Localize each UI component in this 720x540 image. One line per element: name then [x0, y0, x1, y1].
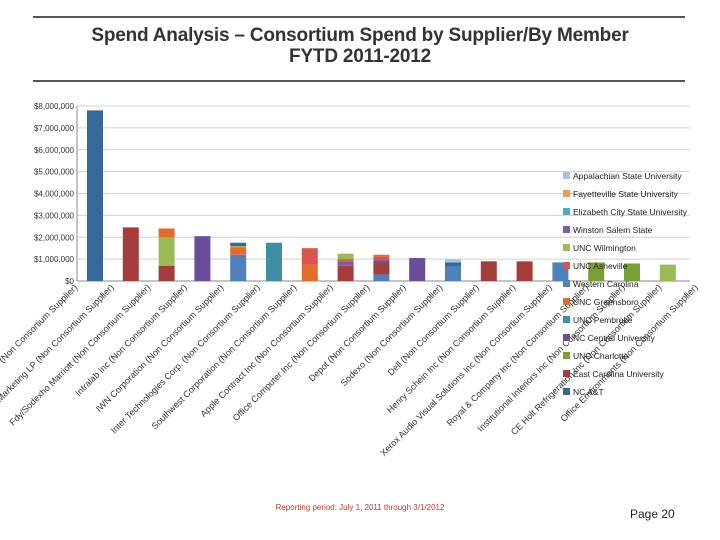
bar-segment — [445, 259, 461, 263]
bar-segment — [194, 236, 211, 281]
page-title: Spend Analysis – Consortium Spend by Sup… — [91, 25, 629, 46]
legend-label: NC Central University — [573, 333, 655, 343]
y-tick-label: $4,000,000 — [34, 190, 75, 199]
legend-label: East Carolina University — [573, 369, 664, 379]
legend-label: NC A&T — [573, 387, 604, 397]
bar-segment — [337, 253, 354, 260]
legend-swatch — [563, 262, 570, 269]
legend-swatch — [563, 316, 570, 323]
y-tick-label: $8,000,000 — [34, 102, 75, 111]
bar-segment — [373, 256, 390, 261]
legend-swatch — [563, 226, 570, 233]
x-category-label: Office Computer Inc (Non Consortium Supp… — [231, 282, 372, 423]
legend-swatch — [563, 370, 570, 377]
bar-segment — [337, 265, 354, 281]
bar-segment — [373, 263, 390, 275]
bar-segment — [158, 265, 175, 281]
legend-swatch — [563, 172, 570, 179]
bar-segment — [230, 254, 247, 281]
legend-swatch — [563, 190, 570, 197]
y-tick-label: $2,000,000 — [34, 233, 75, 242]
page-number: Page 20 — [630, 507, 675, 521]
reporting-period: Reporting period: July 1, 2011 through 3… — [275, 503, 445, 512]
bar-segment — [301, 248, 318, 265]
bar-segment — [516, 261, 533, 281]
title-rule — [33, 80, 685, 82]
bar-segment — [373, 260, 390, 264]
top-rule — [33, 16, 685, 18]
legend-swatch — [563, 208, 570, 215]
page-subtitle: FYTD 2011-2012 — [289, 46, 431, 67]
legend-swatch — [563, 352, 570, 359]
legend-label: UNC Greensboro — [573, 297, 639, 307]
legend-label: UNC Wilmington — [573, 243, 636, 253]
bar-segment — [373, 274, 390, 281]
x-category-label: Xerox Audio Visual Solutions Inc (Non Co… — [378, 282, 554, 458]
legend-label: UNC Asheville — [573, 261, 628, 271]
y-tick-label: $3,000,000 — [34, 211, 75, 220]
y-tick-label: $1,000,000 — [34, 255, 75, 264]
legend-label: UNC Pembroke — [573, 315, 633, 325]
bar-segment — [588, 262, 605, 281]
bar-segment — [480, 261, 497, 281]
legend-label: UNC Charlotte — [573, 351, 629, 361]
legend-label: Western Carolina — [573, 279, 639, 289]
bar-segment — [337, 261, 354, 266]
legend-swatch — [563, 334, 570, 341]
legend-swatch — [563, 244, 570, 251]
legend-label: Elizabeth City State University — [573, 207, 688, 217]
bar-segment — [158, 228, 175, 238]
bar-segment — [659, 264, 676, 281]
bar-segment — [230, 246, 247, 248]
x-category-label: IWN Corporation (Non Consortium Supplier… — [94, 282, 226, 414]
legend-label: Fayetteville State University — [573, 189, 679, 199]
legend-swatch — [563, 298, 570, 305]
legend-swatch — [563, 280, 570, 287]
bar-segment — [230, 247, 247, 255]
bar-segment — [337, 259, 354, 262]
bar-segment — [122, 227, 139, 281]
x-category-label: Henry Schein Inc (Non Consortium Supplie… — [385, 282, 518, 415]
y-tick-label: $7,000,000 — [34, 124, 75, 133]
legend-label: Appalachian State University — [573, 171, 682, 181]
y-tick-label: $5,000,000 — [34, 168, 75, 177]
y-tick-label: $0 — [65, 277, 74, 286]
bar-segment — [87, 110, 103, 281]
legend-label: Winston Salem State — [573, 225, 653, 235]
bar-segment — [158, 237, 175, 266]
bar-segment — [445, 262, 461, 267]
y-tick-label: $6,000,000 — [34, 146, 75, 155]
bar-segment — [301, 264, 318, 281]
bar-segment — [445, 266, 461, 281]
bar-segment — [266, 242, 282, 281]
bar-segment — [624, 263, 640, 281]
x-category-label: Apple Contract Inc (Non Consortium Suppl… — [198, 282, 335, 419]
bar-segment — [409, 258, 426, 281]
legend-swatch — [563, 388, 570, 395]
bar-segment — [230, 242, 247, 246]
bar-segment — [373, 254, 390, 257]
